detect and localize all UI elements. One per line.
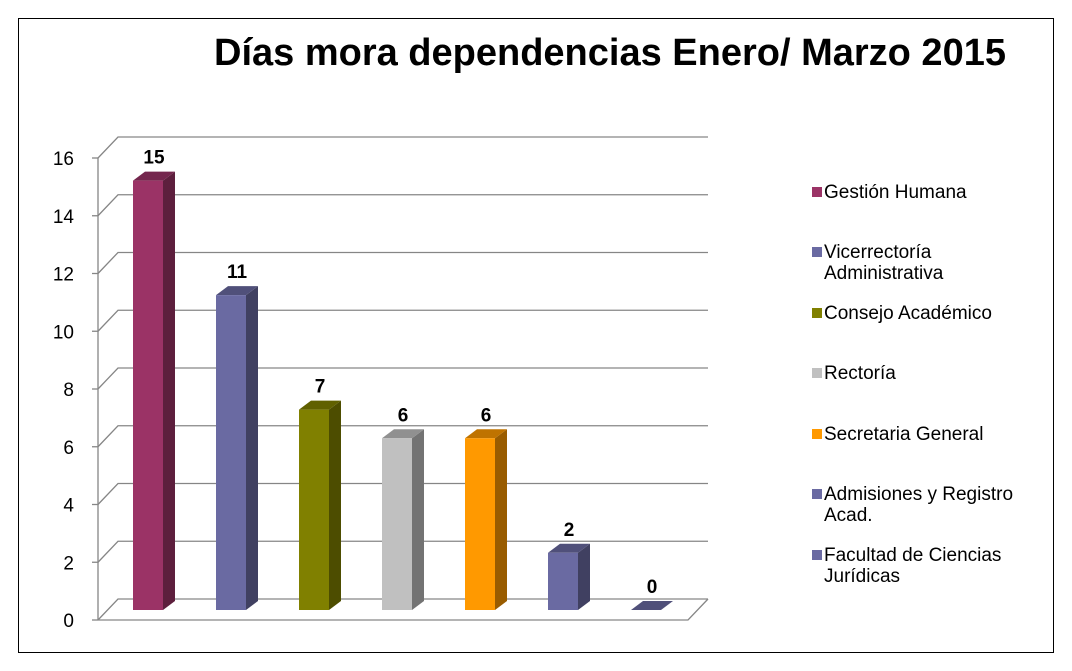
data-label: 6 (398, 405, 409, 426)
grid-line (97, 194, 708, 217)
legend-label: Admisiones y Registro Acad. (824, 484, 1014, 526)
data-label: 2 (564, 520, 575, 541)
bar-top (465, 429, 507, 439)
data-label: 15 (143, 148, 165, 169)
legend-swatch (812, 489, 822, 499)
y-tick-label: 16 (53, 149, 74, 170)
bar-side (412, 429, 424, 610)
y-tick-label: 8 (63, 380, 74, 401)
grid-line (97, 482, 708, 505)
bar (382, 438, 412, 610)
grid-line (97, 598, 708, 621)
legend-swatch (812, 429, 822, 439)
y-tick-label: 4 (63, 496, 74, 517)
legend-swatch (812, 368, 822, 378)
bar-side (163, 171, 175, 610)
data-label: 7 (315, 377, 326, 398)
chart-border (18, 18, 1054, 653)
bar-top (133, 171, 175, 181)
bar-side (246, 286, 258, 610)
data-label: 6 (481, 405, 492, 426)
chart-title: Días mora dependencias Enero/ Marzo 2015 (214, 32, 1006, 74)
legend-label: Gestión Humana (824, 182, 967, 203)
legend-swatch (812, 187, 822, 197)
y-tick-label: 2 (63, 553, 74, 574)
grid-line (97, 251, 708, 274)
legend-label: Rectoría (824, 363, 896, 384)
floor-edge (98, 598, 709, 621)
bar-side (578, 543, 590, 610)
y-tick-label: 12 (53, 265, 74, 286)
legend-label: Secretaria General (824, 424, 984, 445)
bar-top (382, 429, 424, 439)
bar (465, 438, 495, 610)
bar-top (216, 286, 258, 296)
legend-label: Consejo Académico (824, 303, 992, 324)
grid-line (97, 367, 708, 390)
bar-side (495, 429, 507, 610)
grid-line (97, 425, 708, 448)
bar-side (329, 400, 341, 610)
legend-label: Facultad de Ciencias Jurídicas (824, 545, 1002, 587)
bar-top (631, 601, 673, 610)
grid-line (97, 136, 708, 159)
bar (216, 295, 246, 610)
y-tick-label: 10 (53, 322, 74, 343)
bar (133, 180, 163, 610)
y-tick-label: 0 (63, 611, 74, 632)
bar (548, 552, 578, 610)
legend-swatch (812, 247, 822, 257)
legend-swatch (812, 550, 822, 560)
bar-top (548, 543, 590, 553)
data-label: 0 (647, 577, 658, 598)
legend-swatch (812, 308, 822, 318)
legend-label: Vicerrectoría Administrativa (824, 242, 944, 284)
grid-line (97, 540, 708, 563)
bar (299, 409, 329, 610)
y-tick-label: 6 (63, 438, 74, 459)
y-tick-label: 14 (53, 207, 75, 228)
grid-line (97, 309, 708, 332)
bar-top (299, 400, 341, 410)
data-label: 11 (227, 262, 248, 283)
